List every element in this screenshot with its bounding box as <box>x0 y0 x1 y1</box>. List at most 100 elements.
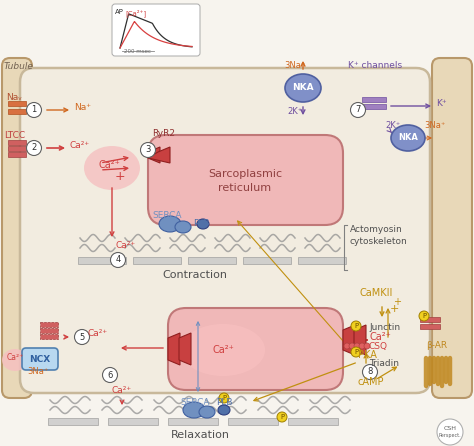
Bar <box>420 317 440 322</box>
Bar <box>108 418 158 425</box>
Text: 3Na⁺: 3Na⁺ <box>27 367 49 376</box>
Text: [Ca²⁺]: [Ca²⁺] <box>125 9 146 17</box>
Text: +: + <box>393 297 401 307</box>
Text: SERCA: SERCA <box>152 211 182 219</box>
FancyBboxPatch shape <box>432 58 472 398</box>
Text: 2K⁺: 2K⁺ <box>287 107 302 116</box>
Text: Perspect.: Perspect. <box>439 434 461 438</box>
Bar <box>40 334 58 339</box>
Text: PKA: PKA <box>358 350 377 360</box>
Text: 8: 8 <box>367 368 373 376</box>
Text: Relaxation: Relaxation <box>171 430 229 440</box>
Bar <box>168 418 218 425</box>
Bar <box>188 257 236 264</box>
Ellipse shape <box>391 125 425 151</box>
Text: Tubule: Tubule <box>4 62 34 71</box>
Text: +: + <box>115 170 125 183</box>
Text: P: P <box>280 414 284 420</box>
Circle shape <box>354 343 360 349</box>
Text: 7: 7 <box>356 106 361 115</box>
Text: RyR2: RyR2 <box>152 129 175 139</box>
Text: Contraction: Contraction <box>163 270 228 280</box>
Ellipse shape <box>285 74 321 102</box>
Circle shape <box>350 103 365 117</box>
Text: P: P <box>354 323 358 329</box>
Circle shape <box>110 252 126 268</box>
Text: reticulum: reticulum <box>219 183 272 193</box>
Text: PLB: PLB <box>193 219 210 228</box>
Bar <box>298 257 346 264</box>
Text: P: P <box>422 313 426 319</box>
FancyBboxPatch shape <box>148 135 343 225</box>
Text: Actomyosin: Actomyosin <box>350 225 403 234</box>
Text: 200 msec: 200 msec <box>124 49 151 54</box>
Bar <box>228 418 278 425</box>
Text: NKA: NKA <box>292 83 314 92</box>
Text: Sarcoplasmic: Sarcoplasmic <box>208 169 282 179</box>
Text: Ca²⁺: Ca²⁺ <box>70 140 90 149</box>
Text: 3Na⁺: 3Na⁺ <box>424 121 446 130</box>
Circle shape <box>351 321 361 331</box>
Ellipse shape <box>2 349 28 371</box>
Text: cytoskeleton: cytoskeleton <box>350 237 408 246</box>
Text: Ca²⁺: Ca²⁺ <box>98 160 120 170</box>
Text: K⁺ channels: K⁺ channels <box>348 61 402 70</box>
Text: Ca²⁺: Ca²⁺ <box>112 386 132 395</box>
Circle shape <box>349 343 355 349</box>
Text: Na⁺: Na⁺ <box>74 103 91 112</box>
Text: 3Na⁺: 3Na⁺ <box>284 61 306 70</box>
Circle shape <box>27 140 42 156</box>
Circle shape <box>437 419 463 445</box>
Bar <box>243 257 291 264</box>
FancyBboxPatch shape <box>2 58 32 398</box>
Text: 4: 4 <box>115 256 120 264</box>
Polygon shape <box>343 325 355 355</box>
FancyBboxPatch shape <box>112 4 200 56</box>
Circle shape <box>140 143 155 157</box>
Bar <box>48 418 98 425</box>
Text: 1: 1 <box>31 106 36 115</box>
Circle shape <box>102 368 118 383</box>
Text: AP: AP <box>115 9 124 15</box>
Ellipse shape <box>181 324 265 376</box>
Bar <box>8 145 26 150</box>
Text: Junctin: Junctin <box>369 323 400 333</box>
Polygon shape <box>148 147 170 163</box>
Ellipse shape <box>84 146 140 190</box>
FancyBboxPatch shape <box>22 348 58 370</box>
Circle shape <box>359 343 365 349</box>
Text: cAMP: cAMP <box>358 377 384 387</box>
Circle shape <box>344 343 350 349</box>
Text: Naᵥ: Naᵥ <box>6 94 22 103</box>
Circle shape <box>419 311 429 321</box>
Text: P: P <box>354 349 358 355</box>
FancyBboxPatch shape <box>168 308 343 390</box>
Text: 2: 2 <box>31 144 36 153</box>
Circle shape <box>219 393 229 403</box>
Text: Ca²⁺: Ca²⁺ <box>370 332 392 342</box>
Text: 3: 3 <box>146 145 151 154</box>
Text: β-AR: β-AR <box>427 341 447 350</box>
Text: +: + <box>390 304 400 314</box>
Polygon shape <box>354 325 366 355</box>
Bar <box>8 140 26 145</box>
Circle shape <box>277 412 287 422</box>
Bar <box>288 418 338 425</box>
Ellipse shape <box>197 219 209 229</box>
Bar <box>40 322 58 326</box>
Circle shape <box>364 343 370 349</box>
Polygon shape <box>179 333 191 365</box>
FancyBboxPatch shape <box>20 68 430 393</box>
Text: CSQ: CSQ <box>369 342 388 351</box>
Ellipse shape <box>159 216 181 232</box>
Circle shape <box>351 347 361 357</box>
Text: Ca²⁺: Ca²⁺ <box>116 240 136 249</box>
Circle shape <box>363 364 377 380</box>
Text: NKA: NKA <box>398 133 418 143</box>
Text: CaMKII: CaMKII <box>360 288 393 298</box>
Bar <box>420 324 440 329</box>
Polygon shape <box>168 333 180 365</box>
Text: SERCA: SERCA <box>180 398 210 407</box>
Text: NCX: NCX <box>29 355 51 363</box>
Bar <box>8 152 26 157</box>
